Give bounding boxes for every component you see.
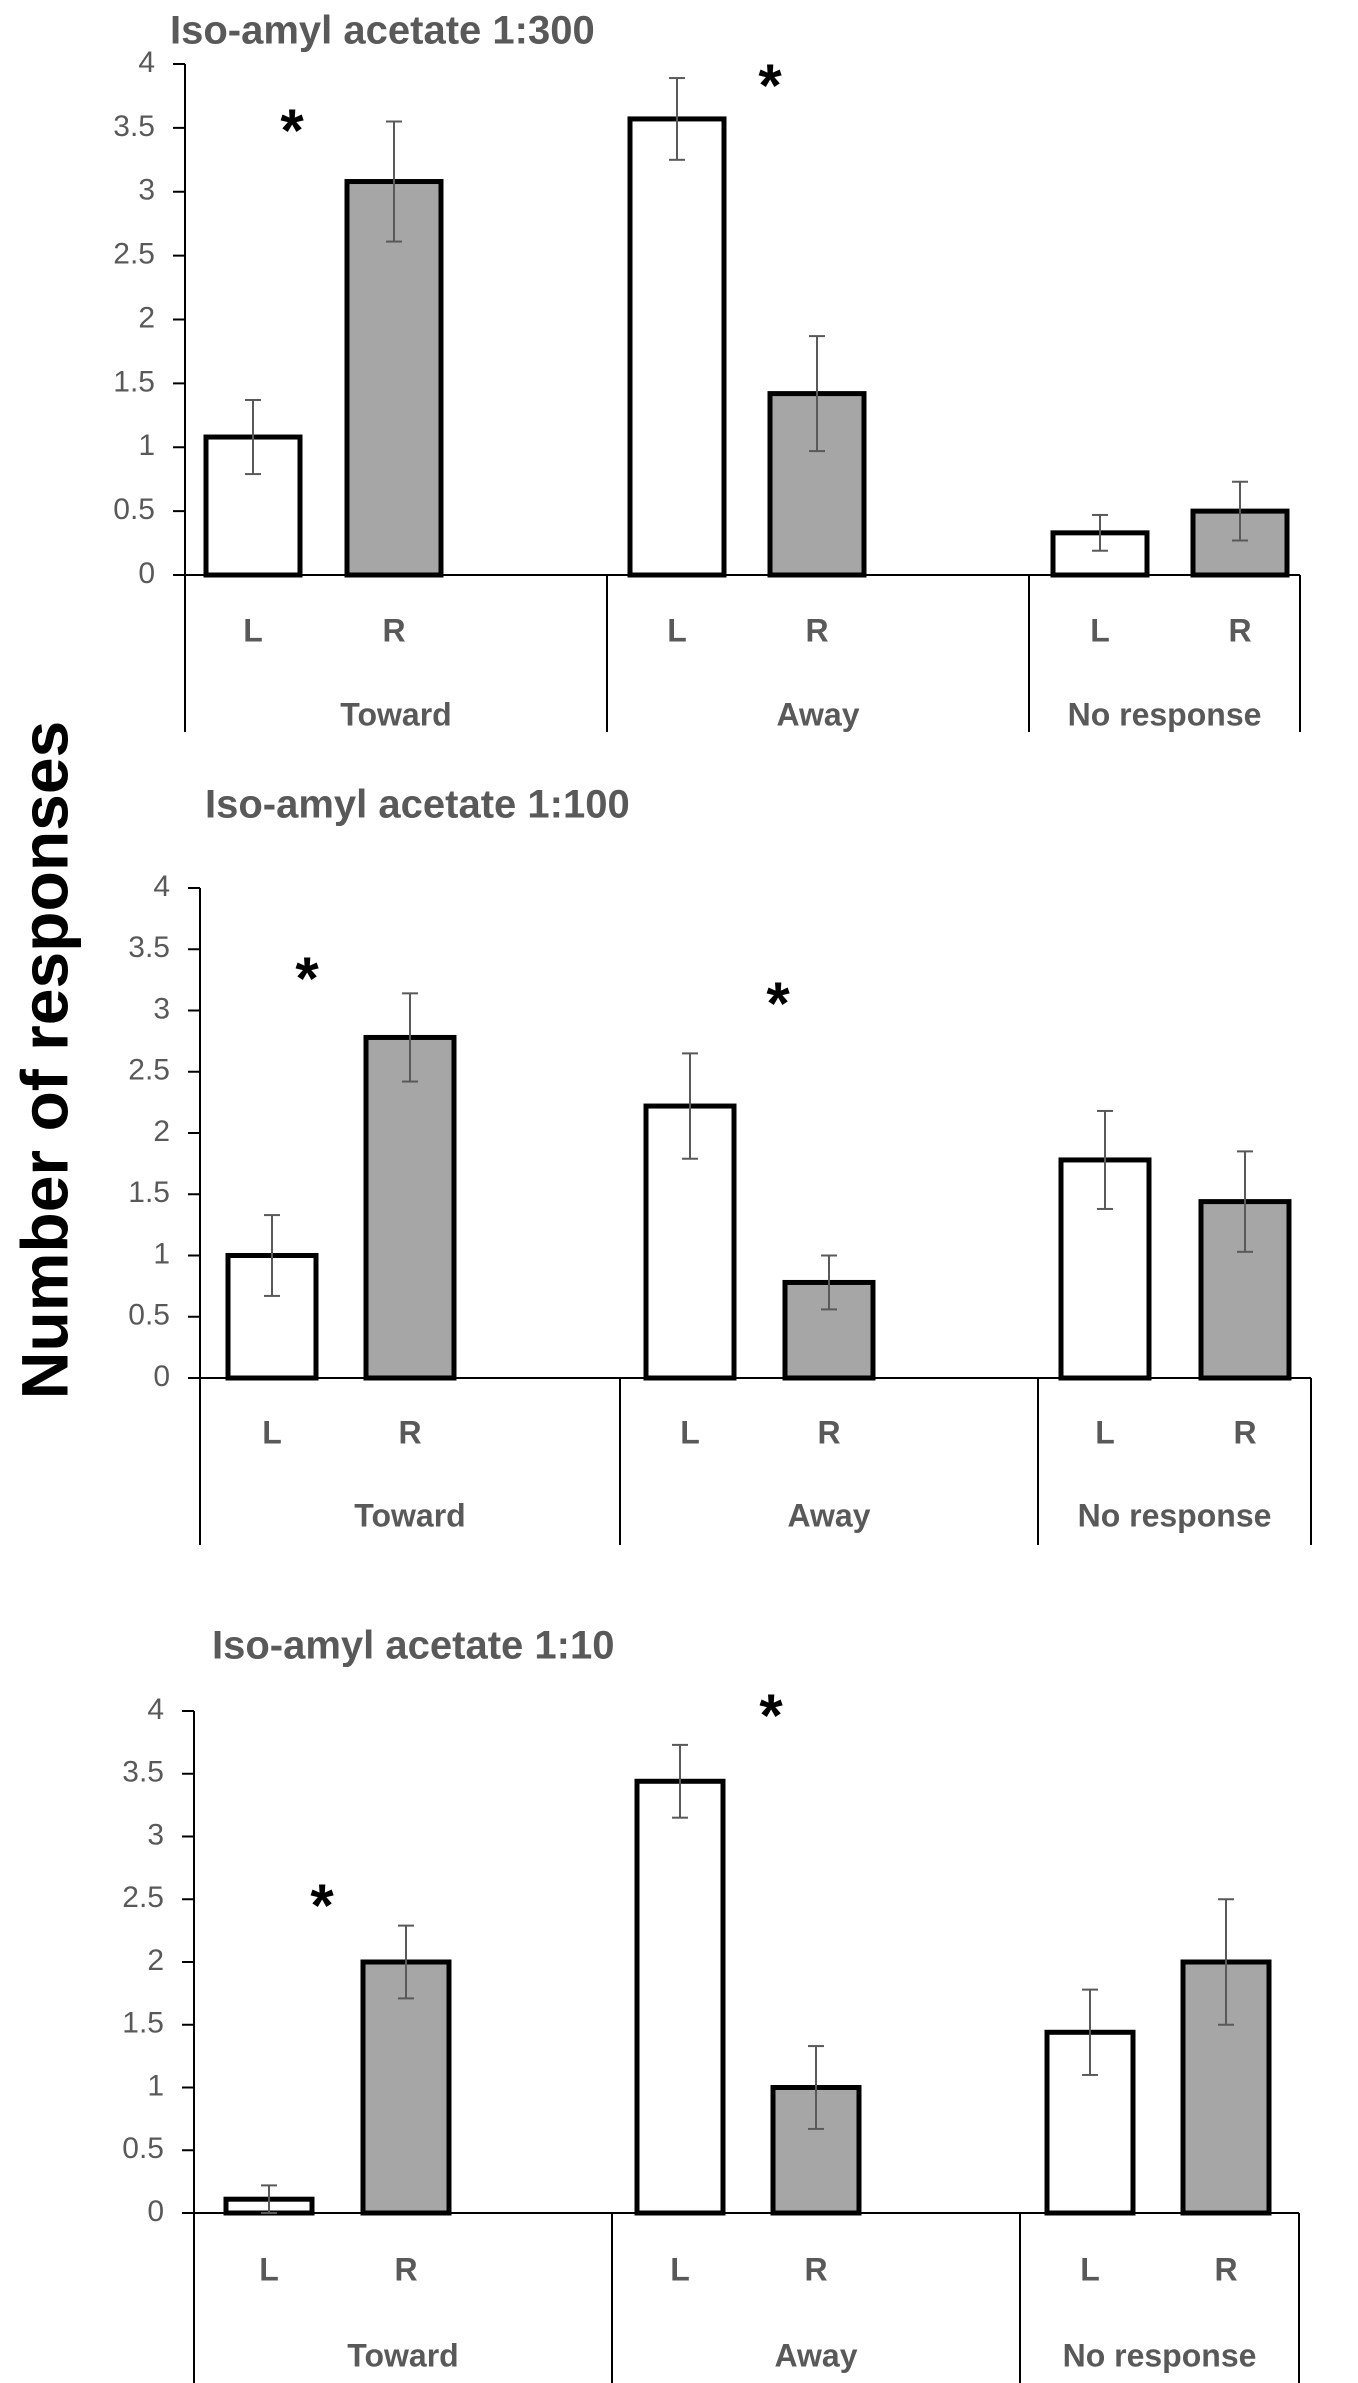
sub-category-label: R (1233, 1414, 1256, 1450)
y-tick-label: 0 (138, 557, 155, 590)
group-label: Away (787, 1497, 870, 1533)
significance-marker: * (295, 945, 319, 1012)
bar-l-away (627, 116, 727, 578)
y-tick-label: 3.5 (122, 1756, 164, 1789)
sub-category-label: L (680, 1414, 700, 1450)
y-tick-label: 3.5 (128, 931, 170, 964)
group-label: Toward (354, 1497, 465, 1533)
y-tick-label: 4 (138, 46, 155, 79)
y-tick-label: 1.5 (113, 365, 155, 398)
sub-category-label: L (667, 612, 687, 648)
y-tick-label: 2 (138, 301, 155, 334)
sub-category-label: L (262, 1414, 282, 1450)
chart-title: Iso-amyl acetate 1:300 (170, 9, 595, 53)
y-axis-label: Number of responses (7, 721, 81, 1400)
chart-title: Iso-amyl acetate 1:100 (205, 783, 630, 827)
sub-category-label: R (804, 2251, 827, 2287)
significance-marker: * (310, 1872, 334, 1939)
sub-category-label: R (805, 612, 828, 648)
sub-category-label: R (817, 1414, 840, 1450)
bar-r-toward (360, 1959, 452, 2216)
y-tick-label: 3 (138, 174, 155, 207)
sub-category-label: R (382, 612, 405, 648)
group-label: Away (776, 696, 859, 732)
y-tick-label: 2.5 (122, 1881, 164, 1914)
bar-l-away (634, 1778, 726, 2216)
y-tick-label: 0.5 (128, 1299, 170, 1332)
sub-category-label: R (398, 1414, 421, 1450)
y-tick-label: 1.5 (122, 2007, 164, 2040)
y-tick-label: 2 (153, 1115, 170, 1148)
sub-category-label: L (243, 612, 263, 648)
y-tick-label: 3 (153, 992, 170, 1025)
sub-category-label: R (394, 2251, 417, 2287)
y-tick-label: 3.5 (113, 110, 155, 143)
significance-marker: * (280, 97, 304, 164)
sub-category-label: L (670, 2251, 690, 2287)
y-tick-label: 2.5 (113, 238, 155, 271)
chart-title: Iso-amyl acetate 1:10 (212, 1624, 614, 1668)
y-tick-label: 2.5 (128, 1054, 170, 1087)
group-label: No response (1063, 2337, 1257, 2373)
y-tick-label: 4 (153, 870, 170, 903)
y-tick-label: 2 (147, 1944, 164, 1977)
y-tick-label: 1 (147, 2069, 164, 2102)
group-label: Away (774, 2337, 857, 2373)
y-tick-label: 0.5 (113, 493, 155, 526)
bar-r-toward (363, 1034, 457, 1381)
y-tick-label: 0 (153, 1360, 170, 1393)
significance-marker: * (759, 1682, 783, 1749)
group-label: Toward (347, 2337, 458, 2373)
sub-category-label: R (1214, 2251, 1237, 2287)
y-tick-label: 0.5 (122, 2132, 164, 2165)
sub-category-label: L (1090, 612, 1110, 648)
group-label: Toward (340, 696, 451, 732)
bar-r-away (782, 1279, 876, 1381)
y-tick-label: 4 (147, 1693, 164, 1726)
y-tick-label: 1 (153, 1237, 170, 1270)
sub-category-label: L (1080, 2251, 1100, 2287)
y-tick-label: 0 (147, 2195, 164, 2228)
group-label: No response (1068, 696, 1262, 732)
significance-marker: * (758, 52, 782, 119)
y-tick-label: 1 (138, 429, 155, 462)
sub-category-label: L (259, 2251, 279, 2287)
y-tick-label: 1.5 (128, 1176, 170, 1209)
sub-category-label: R (1228, 612, 1251, 648)
y-tick-label: 3 (147, 1818, 164, 1851)
sub-category-label: L (1095, 1414, 1115, 1450)
significance-marker: * (766, 970, 790, 1037)
group-label: No response (1078, 1497, 1272, 1533)
